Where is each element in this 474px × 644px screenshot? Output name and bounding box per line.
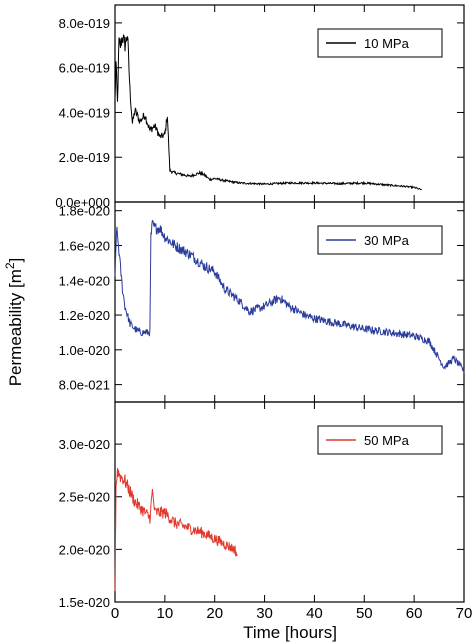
panel-1: 0.0e+000 2.0e-019 4.0e-019 6.0e-019 8.0e-019…: [55, 4, 465, 210]
series-line: [114, 467, 238, 592]
x-tick-label: 30: [256, 605, 273, 622]
y-tick-label: 2.5e-020: [59, 490, 110, 505]
x-tick-label: 0: [111, 605, 119, 622]
y-tick-label: 1.8e-020: [59, 204, 110, 219]
legend-label: 10 MPa: [364, 36, 410, 51]
y-tick-label: 6.0e-019: [59, 61, 110, 76]
legend: 10 MPa: [317, 28, 443, 58]
series-line: [114, 34, 422, 191]
panel-2: 8.0e-021 1.0e-020 1.2e-020 1.4e-020 1.6e-020…: [59, 201, 465, 403]
y-tick-label: 1.0e-020: [59, 343, 110, 358]
legend-label: 50 MPa: [364, 433, 410, 448]
legend-label: 30 MPa: [364, 233, 410, 248]
x-tick-label: 70: [456, 605, 473, 622]
x-tick-label: 10: [157, 605, 174, 622]
y-tick-label: 1.5e-020: [59, 595, 110, 610]
y-tick-label: 1.2e-020: [59, 308, 110, 323]
y-tick-label: 1.4e-020: [59, 273, 110, 288]
y-tick-label: 0.0e+000: [55, 195, 110, 210]
y-tick-label: 8.0e-019: [59, 16, 110, 31]
y-tick-label: 8.0e-021: [59, 378, 110, 393]
y-tick-label: 1.6e-020: [59, 238, 110, 253]
y-tick-label: 3.0e-020: [59, 437, 110, 452]
x-tick-label: 40: [306, 605, 323, 622]
x-tick-label: 20: [206, 605, 223, 622]
y-tick-label: 4.0e-019: [59, 105, 110, 120]
y-tick-label: 2.0e-019: [59, 150, 110, 165]
panel-3: 1.5e-020 2.0e-020 2.5e-020 3.0e-020 50 MPa: [59, 401, 465, 610]
y-axis-label: Permeability [m2]: [3, 258, 25, 387]
x-tick-label: 60: [406, 605, 423, 622]
x-tick-label: 50: [356, 605, 373, 622]
legend: 30 MPa: [317, 225, 443, 255]
series-line: [114, 219, 465, 374]
x-axis-label: Time [hours]: [243, 623, 337, 642]
legend: 50 MPa: [317, 425, 443, 455]
y-tick-label: 2.0e-020: [59, 542, 110, 557]
panel-frame: [114, 401, 465, 603]
